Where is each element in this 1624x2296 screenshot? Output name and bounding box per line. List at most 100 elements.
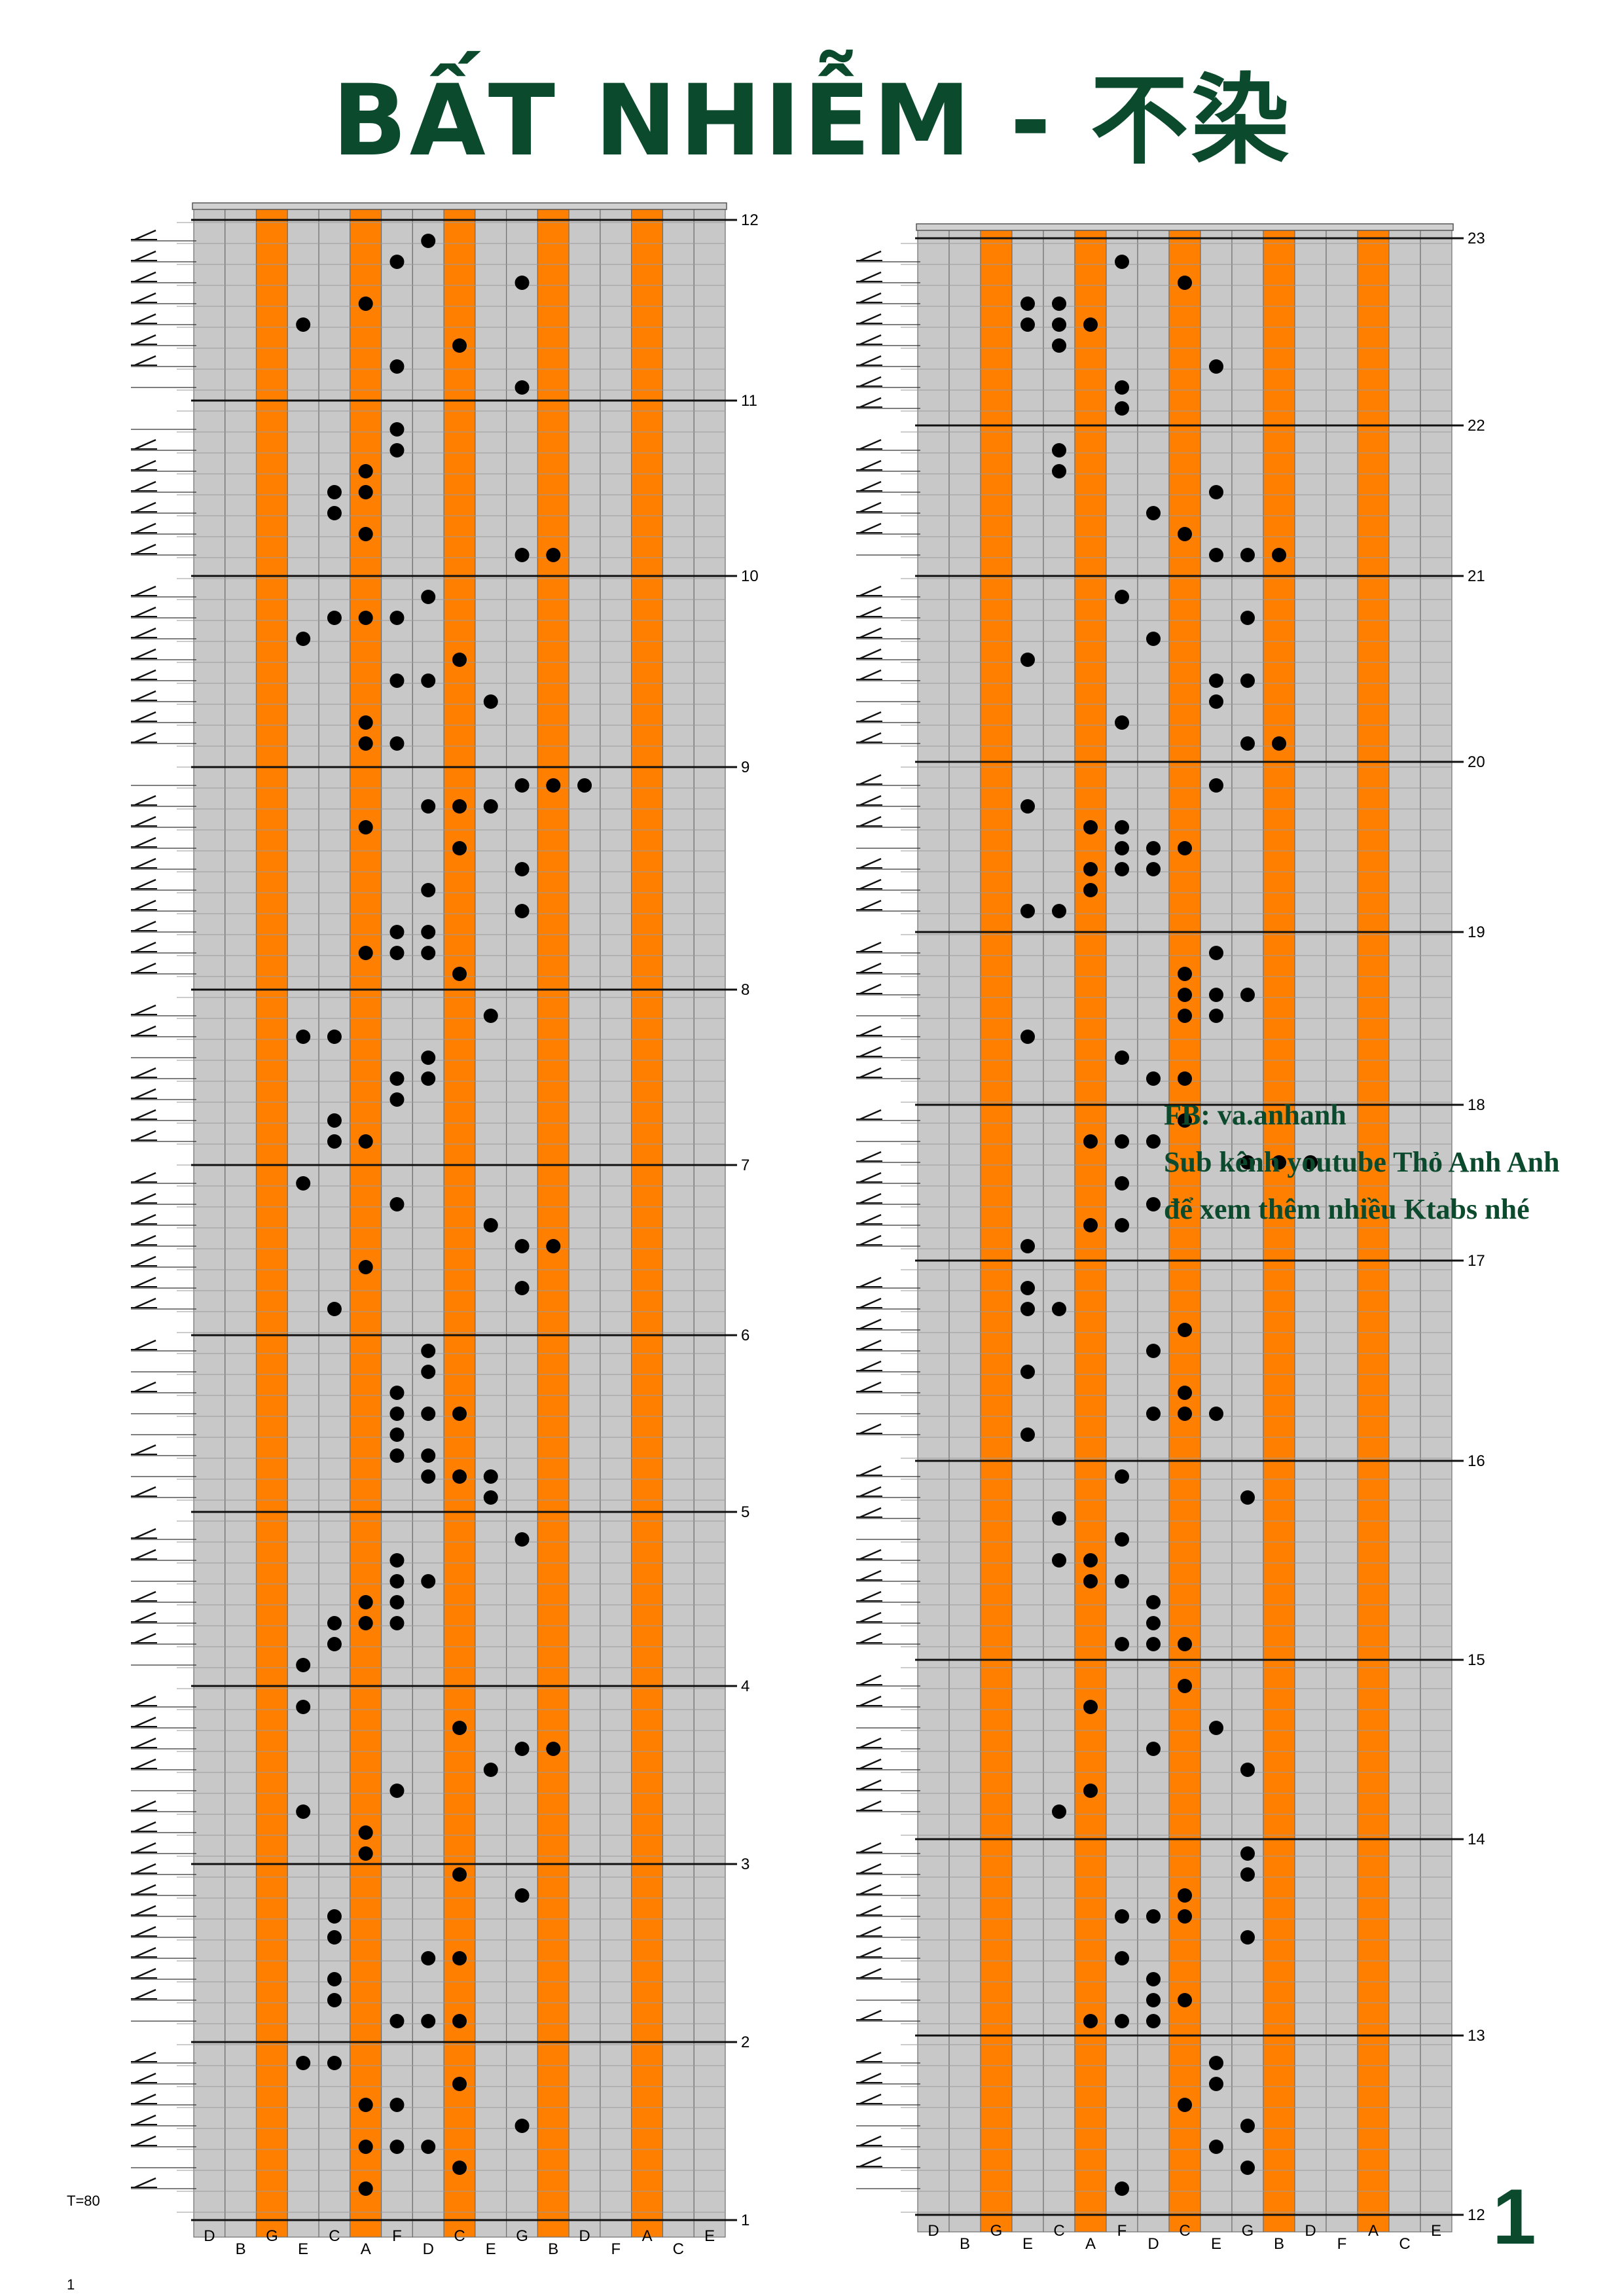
note-dot (1020, 904, 1035, 918)
note-dot (1209, 1721, 1223, 1735)
tine-label: E (1211, 2235, 1221, 2253)
note-dot (1178, 1009, 1192, 1023)
duration-flag (134, 1926, 156, 1937)
note-dot (1083, 1784, 1098, 1798)
note-dot (577, 778, 592, 793)
note-dot (483, 1763, 498, 1777)
credits: FB: va.anhanh Sub kênh youtube Thỏ Anh A… (1164, 1092, 1560, 1233)
tine (917, 228, 950, 2233)
tine-label: F (392, 2227, 402, 2245)
note-dot (296, 1700, 311, 1714)
note-dot (546, 1239, 561, 1253)
duration-flag (134, 334, 156, 346)
note-dot (1209, 1009, 1223, 1023)
duration-flag (859, 1905, 882, 1916)
tine (1011, 228, 1044, 2233)
duration-flag (134, 2072, 156, 2084)
note-dot (1178, 1113, 1192, 1128)
duration-flag (859, 250, 882, 262)
note-dot (452, 967, 467, 981)
note-dot (358, 820, 373, 834)
note-dot (389, 1407, 405, 1421)
note-dot (1020, 1365, 1035, 1379)
note-dot (1272, 1155, 1286, 1170)
measure-number: 4 (741, 1677, 749, 1695)
tine-label: B (960, 2235, 970, 2253)
note-dot (327, 1972, 342, 1986)
duration-flag (859, 1109, 882, 1121)
duration-flag (859, 1967, 882, 1979)
duration-flag (859, 899, 882, 911)
note-dot (1146, 1407, 1161, 1421)
measure-number: 20 (1468, 753, 1485, 771)
duration-flag (859, 606, 882, 618)
duration-flag (859, 2072, 882, 2084)
note-dot (358, 485, 373, 499)
duration-flag (134, 669, 156, 681)
duration-flag (859, 1234, 882, 1246)
note-dot (483, 1490, 498, 1505)
duration-flag (134, 1946, 156, 1958)
note-dot (389, 1427, 405, 1442)
tine-label: E (1022, 2235, 1033, 2253)
note-dot (358, 1134, 373, 1149)
note-dot (1209, 778, 1223, 793)
duration-flag (134, 920, 156, 932)
note-dot (327, 1930, 342, 1945)
note-dot (452, 338, 467, 353)
tine-label: C (1399, 2235, 1410, 2253)
note-dot (1052, 296, 1066, 311)
note-dot (1178, 1407, 1192, 1421)
duration-flag (134, 480, 156, 492)
tine-top-frame (916, 223, 1454, 231)
note-dot (514, 1532, 530, 1547)
note-dot (514, 380, 530, 395)
note-dot (358, 611, 373, 625)
note-dot (1146, 506, 1161, 520)
duration-flag (859, 774, 882, 785)
note-dot (421, 1365, 436, 1379)
note-dot (421, 1448, 436, 1463)
note-dot (389, 1595, 405, 1609)
note-dot (1209, 548, 1223, 562)
duration-flag (859, 878, 882, 890)
duration-flag (134, 795, 156, 806)
note-dot (358, 2181, 373, 2196)
tine (568, 207, 601, 2238)
note-dot (296, 632, 311, 646)
duration-flag (859, 1946, 882, 1958)
duration-flag (859, 334, 882, 346)
note-dot (421, 1344, 436, 1358)
tine-label: C (1053, 2222, 1064, 2240)
note-dot (327, 1302, 342, 1316)
note-dot (1115, 401, 1129, 416)
duration-flag (859, 459, 882, 471)
note-dot (452, 799, 467, 814)
note-dot (358, 1595, 373, 1609)
note-dot (1178, 1071, 1192, 1086)
duration-flag (134, 1528, 156, 1539)
page-title: BẤT NHIỄM - 不染 (332, 64, 1292, 178)
duration-flag (134, 1213, 156, 1225)
note-dot (1146, 862, 1161, 876)
duration-flag (859, 1842, 882, 1854)
note-dot (1178, 1637, 1192, 1651)
duration-flag (134, 690, 156, 702)
note-dot (1115, 1469, 1129, 1484)
note-dot (1083, 1218, 1098, 1232)
note-dot (514, 2119, 530, 2133)
duration-flag (859, 1863, 882, 1874)
tine-label: C (329, 2227, 340, 2245)
duration-flag (134, 1067, 156, 1079)
duration-flag (134, 1109, 156, 1121)
tine-label: D (1147, 2235, 1159, 2253)
note-dot (514, 1742, 530, 1756)
note-dot (1178, 1993, 1192, 2007)
note-dot (1115, 1218, 1129, 1232)
note-dot (296, 1804, 311, 1819)
note-dot (1146, 1972, 1161, 1986)
duration-flag (134, 1339, 156, 1351)
duration-flag (134, 250, 156, 262)
note-dot (1020, 799, 1035, 814)
tine-label: G (990, 2222, 1003, 2240)
